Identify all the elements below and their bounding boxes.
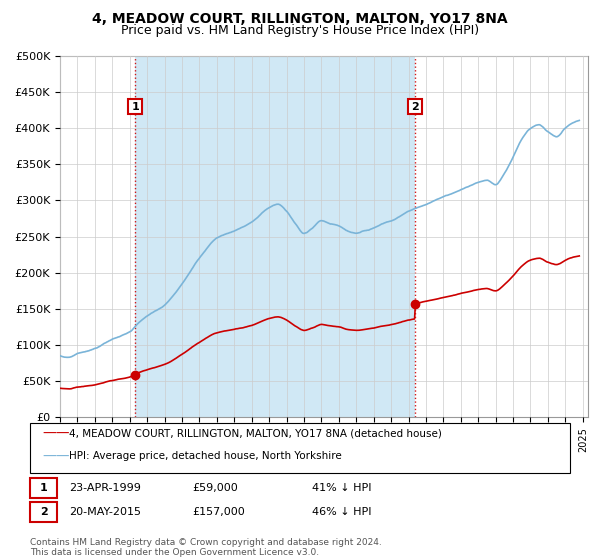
Text: 23-APR-1999: 23-APR-1999 xyxy=(69,483,141,493)
Text: Contains HM Land Registry data © Crown copyright and database right 2024.
This d: Contains HM Land Registry data © Crown c… xyxy=(30,538,382,557)
Text: 1: 1 xyxy=(131,101,139,111)
Text: 4, MEADOW COURT, RILLINGTON, MALTON, YO17 8NA (detached house): 4, MEADOW COURT, RILLINGTON, MALTON, YO1… xyxy=(69,429,442,439)
Text: Price paid vs. HM Land Registry's House Price Index (HPI): Price paid vs. HM Land Registry's House … xyxy=(121,24,479,36)
Text: 4, MEADOW COURT, RILLINGTON, MALTON, YO17 8NA: 4, MEADOW COURT, RILLINGTON, MALTON, YO1… xyxy=(92,12,508,26)
Text: £59,000: £59,000 xyxy=(192,483,238,493)
Text: £157,000: £157,000 xyxy=(192,507,245,517)
Text: 41% ↓ HPI: 41% ↓ HPI xyxy=(312,483,371,493)
Text: HPI: Average price, detached house, North Yorkshire: HPI: Average price, detached house, Nort… xyxy=(69,451,342,461)
Text: 2: 2 xyxy=(40,507,47,517)
Text: 2: 2 xyxy=(411,101,419,111)
Text: 46% ↓ HPI: 46% ↓ HPI xyxy=(312,507,371,517)
Text: 20-MAY-2015: 20-MAY-2015 xyxy=(69,507,141,517)
Text: ——: —— xyxy=(42,427,70,441)
Text: ——: —— xyxy=(42,449,70,464)
Text: 1: 1 xyxy=(40,483,47,493)
Bar xyxy=(135,56,415,417)
